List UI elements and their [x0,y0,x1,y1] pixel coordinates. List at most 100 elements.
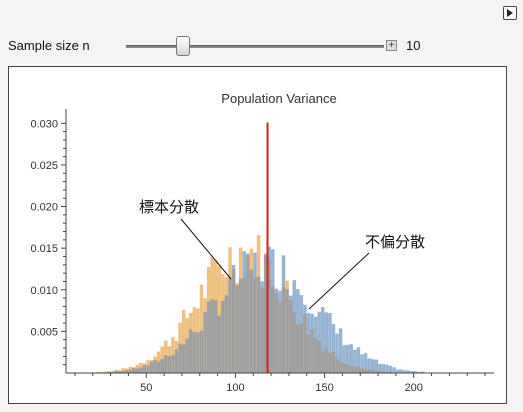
bar-overlap [338,361,343,373]
bar-overlap [381,371,386,373]
bar-overlap [285,289,289,373]
bar-overlap [178,343,182,373]
bar-overlap [328,352,332,373]
y-tick-label: 0.015 [30,243,58,255]
bar-overlap [360,368,364,373]
bar-overlap [196,332,200,373]
bar-overlap [385,371,389,373]
bar-unbiased-variance [417,371,421,373]
bar-unbiased-variance [353,349,357,373]
bar-unbiased-variance [338,328,343,373]
bar-overlap [246,255,250,373]
bar-overlap [171,355,175,373]
bar-overlap [228,278,232,373]
x-tick-label: 100 [226,382,244,394]
x-tick-label: 150 [315,382,333,394]
bar-overlap [107,371,111,373]
bar-sample-variance [128,366,132,373]
bar-overlap [174,349,179,373]
bar-unbiased-variance [385,364,389,373]
bar-overlap [292,312,296,373]
x-tick-label: 200 [405,382,423,394]
bar-overlap [324,348,329,373]
bar-overlap [363,369,368,373]
bar-overlap [235,285,239,373]
bar-overlap [238,278,243,373]
bar-unbiased-variance [345,344,350,373]
y-tick-label: 0.020 [30,202,58,214]
bar-unbiased-variance [328,312,332,373]
bar-overlap [160,358,164,373]
bar-overlap [317,340,321,373]
annotation-sample-variance: 標本分散 [139,199,199,216]
sample-size-slider[interactable] [126,45,384,48]
bar-overlap [221,300,225,373]
bar-unbiased-variance [381,364,386,373]
sample-size-value: 10 [406,38,421,53]
bar-unbiased-variance [403,370,407,373]
bar-unbiased-variance [367,358,371,373]
bar-overlap [335,358,339,373]
bar-overlap [142,365,147,373]
bar-overlap [231,269,236,373]
bar-overlap [306,334,311,373]
bar-sample-variance [99,371,104,373]
bar-overlap [128,369,132,373]
bar-unbiased-variance [406,370,411,373]
bar-unbiased-variance [335,333,339,373]
bar-overlap [117,371,122,373]
bar-overlap [281,287,286,373]
bar-overlap [256,276,261,373]
sample-size-label: Sample size n [8,38,90,53]
bar-overlap [345,364,350,373]
bar-overlap [242,277,247,373]
bar-overlap [310,328,314,373]
bar-overlap [349,366,354,373]
bar-overlap [139,367,143,373]
y-tick-label: 0.030 [30,118,58,130]
bar-unbiased-variance [388,365,393,373]
bar-overlap [288,300,293,373]
bar-unbiased-variance [363,353,368,373]
bar-unbiased-variance [356,347,361,373]
plus-icon[interactable]: + [386,40,397,51]
bar-overlap [353,366,357,373]
bar-overlap [271,286,275,373]
bar-unbiased-variance [378,363,382,373]
annotation-pointer-sample [180,218,232,280]
bar-overlap [374,370,378,373]
bar-unbiased-variance [413,371,418,373]
slider-thumb[interactable] [176,36,190,56]
bar-overlap [124,370,129,373]
bar-overlap [278,302,282,373]
bar-overlap [203,311,207,373]
bar-overlap [321,351,325,373]
annotation-pointer-unbiased [308,252,370,310]
bar-overlap [181,344,186,373]
bar-overlap [249,269,254,373]
bar-overlap [342,363,346,373]
expand-icon[interactable] [503,6,517,20]
bar-sample-variance [171,336,175,373]
bar-unbiased-variance [374,359,378,373]
bar-overlap [121,370,125,373]
bar-overlap [378,370,382,373]
bar-overlap [135,368,140,373]
plot-panel: Population Variance 50 100 150 200 0.005 0.01… [8,66,507,404]
bar-unbiased-variance [360,354,364,373]
bar-unbiased-variance [395,369,400,373]
y-tick-label: 0.010 [30,285,58,297]
bar-overlap [303,314,307,373]
y-tick-label: 0.025 [30,160,58,172]
bar-overlap [370,369,375,373]
bar-overlap [274,293,279,373]
bar-overlap [253,277,257,373]
bar-unbiased-variance [392,367,396,373]
bar-overlap [192,332,197,373]
bar-overlap [167,356,172,373]
bar-sample-variance [181,310,186,373]
bar-overlap [156,361,161,373]
bar-overlap [189,329,193,373]
bar-unbiased-variance [410,371,414,373]
bar-overlap [164,354,168,373]
